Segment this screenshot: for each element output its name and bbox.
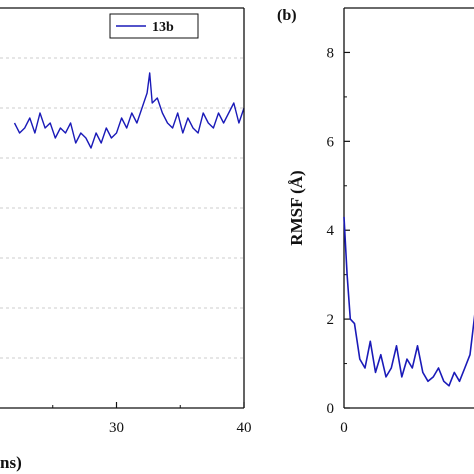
panel-b-y-axis-title: RMSF (Å) [287,170,306,245]
panel-a-grid [0,57,244,359]
panel-a-x-tick-label: 40 [237,420,252,436]
panel-b-y-tick-label: 4 [327,223,335,239]
panel-b-label: (b) [277,7,297,24]
panel-a-x-tick-label: 30 [109,420,124,436]
panel-a-series-13b-line [13,72,245,149]
panel-b-x-tick-label: 0 [340,420,348,436]
panel-a: 30 40 13b ns) [0,7,252,472]
panel-b-y-tick-label: 2 [327,312,335,328]
panel-b: (b) 0 2 4 6 8 0 RMSF (Å) [277,7,474,436]
panel-a-legend: 13b [109,13,199,39]
panel-b-x-ticks: 0 [340,420,348,436]
panel-b-y-tick-label: 0 [327,401,335,417]
legend-label-13b: 13b [152,20,174,35]
panel-b-y-tick-label: 8 [327,45,335,61]
panel-a-x-axis-title: ns) [0,453,22,472]
panel-a-x-ticks: 30 40 [52,402,252,436]
panel-b-y-tick-label: 6 [327,134,335,150]
panel-b-rmsf-line [343,216,474,387]
panel-b-y-ticks: 0 2 4 6 8 [327,45,350,417]
